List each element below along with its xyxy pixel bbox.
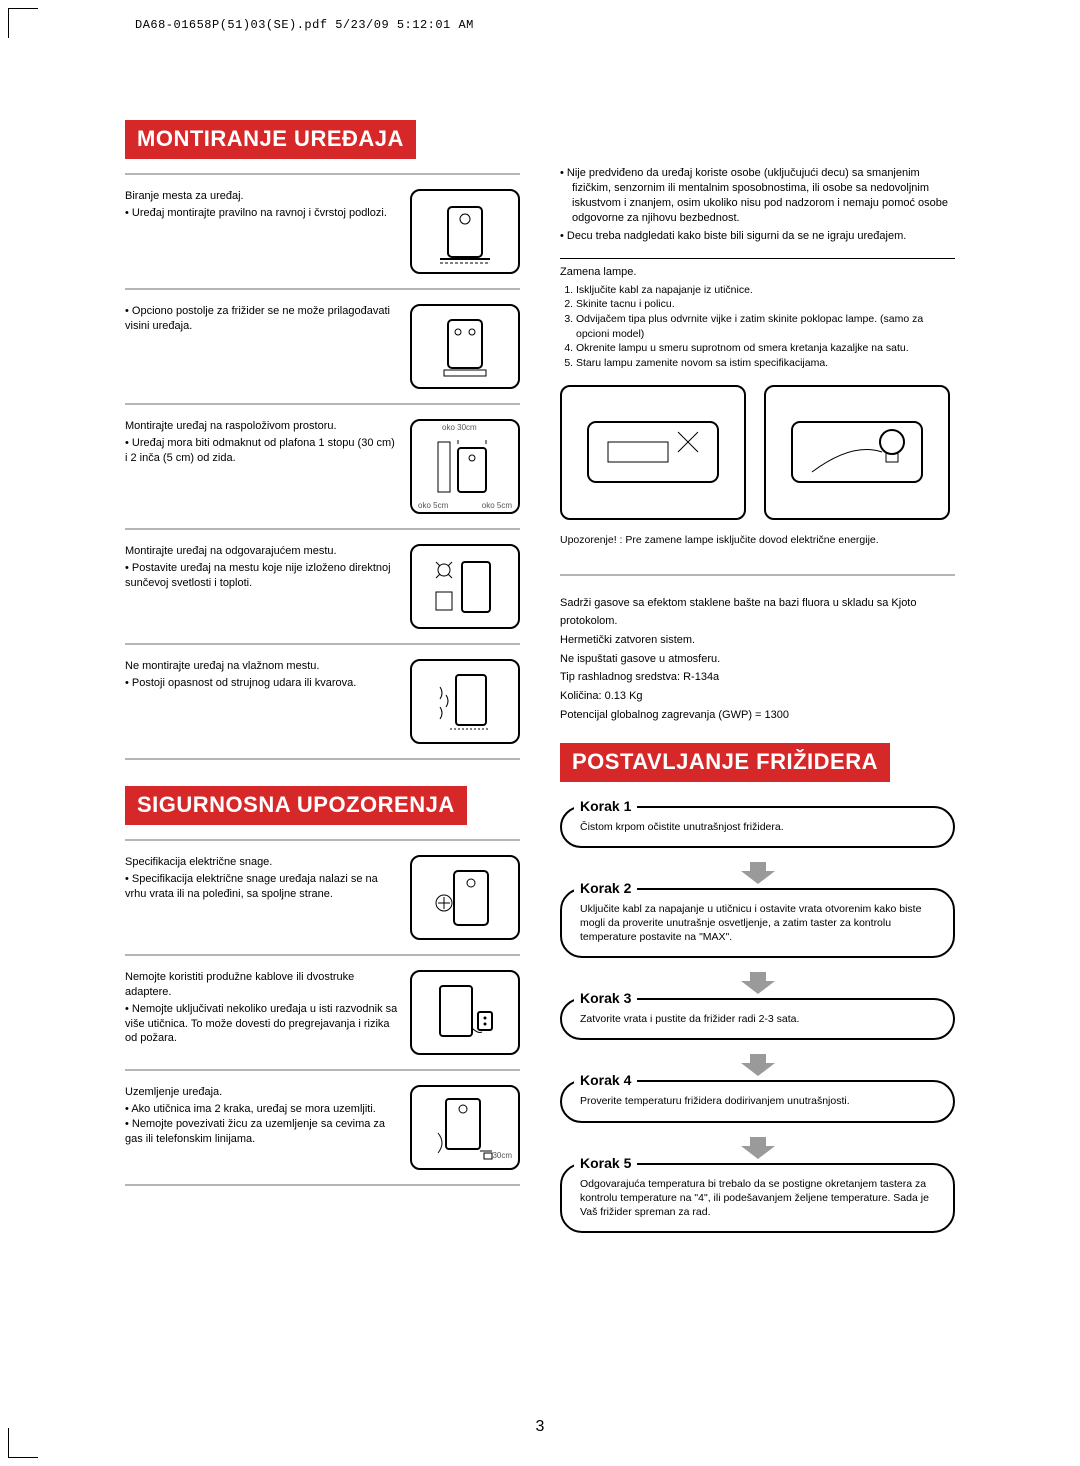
lamp-step: Odvijačem tipa plus odvrnite vijke i zat…	[576, 312, 955, 341]
lamp-step: Staru lampu zamenite novom sa istim spec…	[576, 356, 955, 371]
item-bullet: Specifikacija električne snage uređaja n…	[125, 872, 400, 902]
item-bullet: Postoji opasnost od strujnog udara ili k…	[125, 676, 400, 691]
lamp-figures	[560, 385, 955, 520]
pdf-header-line: DA68-01658P(51)03(SE).pdf 5/23/09 5:12:0…	[135, 18, 474, 32]
step-label: Korak 5	[574, 1155, 637, 1171]
fig-label-br: 30cm	[492, 1151, 512, 1160]
figure-rating	[410, 855, 520, 940]
lamp-replacement: Zamena lampe. Isključite kabl za napajan…	[560, 258, 955, 371]
install-item: Ne montirajte uređaj na vlažnom mestu. P…	[125, 643, 520, 760]
install-item-text: Montirajte uređaj na odgovarajućem mestu…	[125, 544, 400, 591]
fig-label-br: oko 5cm	[482, 501, 512, 510]
item-lead: Biranje mesta za uređaj.	[125, 189, 400, 204]
refrigerant-info: Sadrži gasove sa efektom staklene bašte …	[560, 574, 955, 725]
gas-line: Hermetički zatvoren sistem.	[560, 631, 955, 650]
item-bullet: Postavite uređaj na mestu koje nije izlo…	[125, 561, 400, 591]
safety-item-text: Uzemljenje uređaja. Ako utičnica ima 2 k…	[125, 1085, 400, 1146]
item-lead: Ne montirajte uređaj na vlažnom mestu.	[125, 659, 400, 674]
safety-item-text: Specifikacija električne snage. Specifik…	[125, 855, 400, 902]
fig-label-top: oko 30cm	[442, 423, 477, 432]
figure-clearance: oko 30cm oko 5cm oko 5cm	[410, 419, 520, 514]
figure-extension	[410, 970, 520, 1055]
item-lead: Uzemljenje uređaja.	[125, 1085, 400, 1100]
figure-ground: 30cm	[410, 1085, 520, 1170]
figure-wet	[410, 659, 520, 744]
gas-line: Količina: 0.13 Kg	[560, 687, 955, 706]
safety-item: Uzemljenje uređaja. Ako utičnica ima 2 k…	[125, 1069, 520, 1186]
lamp-step: Isključite kabl za napajanje iz utičnice…	[576, 283, 955, 298]
setup-step: Korak 2 Uključite kabl za napajanje u ut…	[560, 888, 955, 959]
figure-lamp-bulb	[764, 385, 950, 520]
step-label: Korak 1	[574, 798, 637, 814]
warning-bullet: Decu treba nadgledati kako biste bili si…	[572, 229, 955, 244]
gas-line: Sadrži gasove sa efektom staklene bašte …	[560, 594, 955, 631]
install-item: Opciono postolje za frižider se ne može …	[125, 288, 520, 403]
install-item: Biranje mesta za uređaj. Uređaj montiraj…	[125, 173, 520, 288]
install-item: Montirajte uređaj na raspoloživom prosto…	[125, 403, 520, 528]
item-lead: Nemojte koristiti produžne kablove ili d…	[125, 970, 400, 1000]
gas-line: Tip rashladnog sredstva: R-134a	[560, 668, 955, 687]
lamp-title: Zamena lampe.	[560, 265, 955, 280]
lamp-step: Okrenite lampu u smeru suprotnom od smer…	[576, 341, 955, 356]
page-content: MONTIRANJE UREĐAJA Biranje mesta za uređ…	[125, 120, 955, 1243]
usage-warnings: Nije predviđeno da uređaj koriste osobe …	[560, 166, 955, 244]
item-bullet: Opciono postolje za frižider se ne može …	[125, 304, 400, 334]
setup-steps: Korak 1 Čistom krpom očistite unutrašnjo…	[560, 806, 955, 1234]
lamp-steps: Isključite kabl za napajanje iz utičnice…	[560, 283, 955, 371]
crop-mark-top-left	[8, 8, 38, 38]
fig-label-bl: oko 5cm	[418, 501, 448, 510]
down-arrow-icon	[741, 972, 775, 994]
item-lead: Montirajte uređaj na raspoloživom prosto…	[125, 419, 400, 434]
item-bullet: Uređaj montirajte pravilno na ravnoj i č…	[125, 206, 400, 221]
step-label: Korak 3	[574, 990, 637, 1006]
lamp-step: Skinite tacnu i policu.	[576, 297, 955, 312]
install-item-text: Opciono postolje za frižider se ne može …	[125, 304, 400, 334]
item-lead: Montirajte uređaj na odgovarajućem mestu…	[125, 544, 400, 559]
warning-bullet: Nije predviđeno da uređaj koriste osobe …	[572, 166, 955, 225]
section-title-installation: MONTIRANJE UREĐAJA	[125, 120, 416, 159]
setup-step: Korak 3 Zatvorite vrata i pustite da fri…	[560, 998, 955, 1040]
down-arrow-icon	[741, 862, 775, 884]
safety-item: Nemojte koristiti produžne kablove ili d…	[125, 954, 520, 1069]
gas-line: Potencijal globalnog zagrevanja (GWP) = …	[560, 706, 955, 725]
section-title-setup: POSTAVLJANJE FRIŽIDERA	[560, 743, 890, 782]
install-item-text: Montirajte uređaj na raspoloživom prosto…	[125, 419, 400, 466]
gas-line: Ne ispuštati gasove u atmosferu.	[560, 650, 955, 669]
page-number: 3	[0, 1418, 1080, 1436]
safety-list: Specifikacija električne snage. Specifik…	[125, 839, 520, 1186]
step-text: Odgovarajuća temperatura bi trebalo da s…	[560, 1163, 955, 1234]
setup-step: Korak 5 Odgovarajuća temperatura bi treb…	[560, 1163, 955, 1234]
step-text: Uključite kabl za napajanje u utičnicu i…	[560, 888, 955, 959]
setup-step: Korak 1 Čistom krpom očistite unutrašnjo…	[560, 806, 955, 848]
left-column: MONTIRANJE UREĐAJA Biranje mesta za uređ…	[125, 120, 520, 1243]
install-item: Montirajte uređaj na odgovarajućem mestu…	[125, 528, 520, 643]
figure-lamp-cover	[560, 385, 746, 520]
lamp-warning: Upozorenje! : Pre zamene lampe isključit…	[560, 534, 955, 546]
item-bullet: Ako utičnica ima 2 kraka, uređaj se mora…	[125, 1102, 400, 1117]
down-arrow-icon	[741, 1137, 775, 1159]
figure-sunlight	[410, 544, 520, 629]
step-label: Korak 2	[574, 880, 637, 896]
setup-step: Korak 4 Proverite temperaturu frižidera …	[560, 1080, 955, 1122]
item-lead: Specifikacija električne snage.	[125, 855, 400, 870]
item-bullet: Nemojte uključivati nekoliko uređaja u i…	[125, 1002, 400, 1047]
item-bullet: Nemojte povezivati žicu za uzemljenje sa…	[125, 1117, 400, 1147]
step-label: Korak 4	[574, 1072, 637, 1088]
installation-list: Biranje mesta za uređaj. Uređaj montiraj…	[125, 173, 520, 760]
item-bullet: Uređaj mora biti odmaknut od plafona 1 s…	[125, 436, 400, 466]
safety-item: Specifikacija električne snage. Specifik…	[125, 839, 520, 954]
safety-item-text: Nemojte koristiti produžne kablove ili d…	[125, 970, 400, 1046]
right-column: Nije predviđeno da uređaj koriste osobe …	[560, 120, 955, 1243]
install-item-text: Biranje mesta za uređaj. Uređaj montiraj…	[125, 189, 400, 221]
down-arrow-icon	[741, 1054, 775, 1076]
figure-stand	[410, 304, 520, 389]
figure-placement	[410, 189, 520, 274]
section-title-safety: SIGURNOSNA UPOZORENJA	[125, 786, 467, 825]
install-item-text: Ne montirajte uređaj na vlažnom mestu. P…	[125, 659, 400, 691]
